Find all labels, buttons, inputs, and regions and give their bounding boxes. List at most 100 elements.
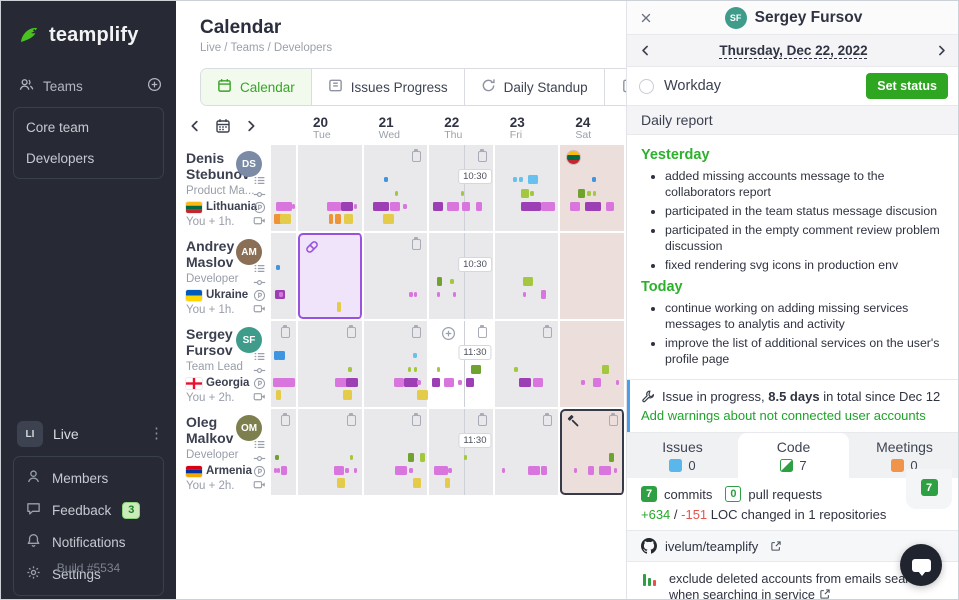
chat-widget-button[interactable] [900, 544, 942, 586]
calendar-cell[interactable] [560, 233, 626, 319]
report-clipboard-icon[interactable] [346, 413, 356, 426]
calendar-cell[interactable] [271, 321, 298, 407]
calendar-cell[interactable] [363, 321, 430, 407]
calendar-cell[interactable] [298, 409, 364, 495]
report-clipboard-icon[interactable] [281, 325, 290, 338]
calendar-cell[interactable] [560, 321, 626, 407]
activity-bar-messages [518, 377, 531, 387]
panel-header: SF Sergey Fursov [627, 1, 958, 35]
calendar-cell[interactable] [271, 409, 298, 495]
activity-tab-code[interactable]: Code 7 [738, 433, 849, 478]
calendar-cell[interactable] [271, 145, 298, 231]
calendar-cell[interactable] [298, 145, 364, 231]
calendar-cell[interactable]: 11:30 [429, 321, 495, 407]
calendar-cell[interactable] [271, 233, 298, 319]
tab-calendar[interactable]: Calendar [201, 69, 312, 105]
calendar-cell[interactable] [363, 233, 430, 319]
activity-bar-commits [529, 190, 534, 196]
calendar-cell[interactable] [494, 409, 561, 495]
sidebar-item-settings[interactable]: Settings [14, 558, 163, 590]
sidebar-item-label: Feedback [52, 502, 112, 518]
calendar-cell[interactable] [560, 409, 626, 495]
calendar-cell[interactable] [494, 145, 561, 231]
board-icon [328, 79, 342, 92]
calendar-cell[interactable]: 10:30 [429, 233, 495, 319]
person-label[interactable]: Denis Stebunov DS Product Ma... Lithuania Yo… [176, 145, 271, 231]
tab-daily-standup[interactable]: Daily Standup [464, 69, 605, 105]
calendar-cell[interactable] [560, 145, 626, 231]
tab-label: Issues Progress [350, 79, 448, 95]
date-label[interactable]: Thursday, Dec 22, 2022 [719, 43, 868, 58]
report-clipboard-icon[interactable] [412, 325, 422, 338]
sidebar-team-core-team[interactable]: Core team [26, 120, 90, 135]
activity-bar-messages [466, 377, 475, 387]
commit-row[interactable]: exclude deleted accounts from emails sea… [627, 562, 958, 599]
report-clipboard-icon[interactable] [477, 149, 487, 162]
activity-bar-messages [458, 379, 463, 385]
calendar-cell[interactable] [494, 233, 561, 319]
next-week-button[interactable] [244, 119, 258, 138]
status-label: Workday [664, 78, 721, 94]
report-clipboard-icon[interactable] [543, 325, 553, 338]
camera-icon [253, 481, 265, 489]
activity-bar-messages [540, 465, 547, 475]
calendar-cell[interactable] [363, 409, 430, 495]
report-clipboard-icon[interactable] [412, 149, 422, 162]
sidebar-team-developers[interactable]: Developers [26, 151, 95, 166]
external-link-icon[interactable] [819, 588, 831, 599]
issue-link[interactable]: Add warnings about not connected user ac… [641, 408, 926, 423]
activity-bar-meetings [382, 214, 394, 224]
activity-bar-messages [444, 377, 455, 387]
activity-bar-commits [350, 454, 354, 460]
calendar-cell[interactable] [298, 321, 364, 407]
person-icon [27, 470, 40, 483]
calendar-cell[interactable] [494, 321, 561, 407]
set-status-button[interactable]: Set status [866, 73, 948, 99]
report-clipboard-icon[interactable] [412, 413, 422, 426]
report-clipboard-icon[interactable] [608, 413, 618, 426]
calendar-cell[interactable] [363, 145, 430, 231]
tools-icon [641, 389, 656, 404]
add-event-icon[interactable] [441, 326, 456, 341]
add-team-button[interactable] [147, 77, 162, 95]
person-name: Andrey Maslov [186, 238, 235, 270]
activity-bar-messages [527, 465, 540, 475]
activity-bar-meetings [273, 214, 283, 224]
external-link-icon[interactable] [770, 540, 782, 552]
activity-tab-issues[interactable]: Issues 0 [627, 433, 738, 478]
activity-bar-commits [513, 366, 518, 372]
report-clipboard-icon[interactable] [477, 325, 487, 338]
tab-weekly-reports[interactable]: Weekly Reports [604, 69, 626, 105]
activity-bar-messages [593, 377, 602, 387]
calendar-cell[interactable]: 10:30 [429, 145, 495, 231]
date-next-button[interactable] [935, 44, 948, 57]
list-icon [254, 441, 265, 448]
calendar-cell[interactable] [298, 233, 364, 319]
report-clipboard-icon[interactable] [477, 413, 487, 426]
date-prev-button[interactable] [639, 44, 652, 57]
report-clipboard-icon[interactable] [346, 325, 356, 338]
sidebar-item-notifications[interactable]: Notifications [14, 526, 163, 558]
report-item: fixed rendering svg icons in production … [665, 257, 946, 273]
tab-issues-progress[interactable]: Issues Progress [311, 69, 465, 105]
workspace-menu-icon[interactable]: ⋮ [149, 425, 164, 442]
person-label[interactable]: Oleg Malkov OM Developer Armenia You + 2h. [176, 409, 271, 495]
pr-count-badge: 0 [725, 486, 742, 502]
person-label[interactable]: Sergey Fursov SF Team Lead Georgia You + 2h. [176, 321, 271, 407]
close-icon[interactable] [639, 11, 653, 25]
report-clipboard-icon[interactable] [281, 413, 290, 426]
list-icon [253, 438, 266, 451]
prev-week-button[interactable] [188, 119, 202, 138]
status-radio[interactable] [639, 78, 654, 94]
sidebar-item-feedback[interactable]: Feedback 3 [14, 494, 163, 526]
sidebar-item-members[interactable]: Members [14, 462, 163, 494]
report-clipboard-icon[interactable] [543, 413, 553, 426]
day-header-24: 24 Sat [575, 114, 592, 141]
calendar-cell[interactable]: 11:30 [429, 409, 495, 495]
extlink-icon [820, 589, 830, 599]
activity-tab-meetings[interactable]: Meetings 0 [849, 433, 958, 478]
report-clipboard-icon[interactable] [412, 237, 422, 250]
person-label[interactable]: Andrey Maslov AM Developer Ukraine You + 1h. [176, 233, 271, 319]
activity-bar-meetings [445, 478, 451, 488]
calendar-week-icon[interactable] [215, 118, 231, 139]
